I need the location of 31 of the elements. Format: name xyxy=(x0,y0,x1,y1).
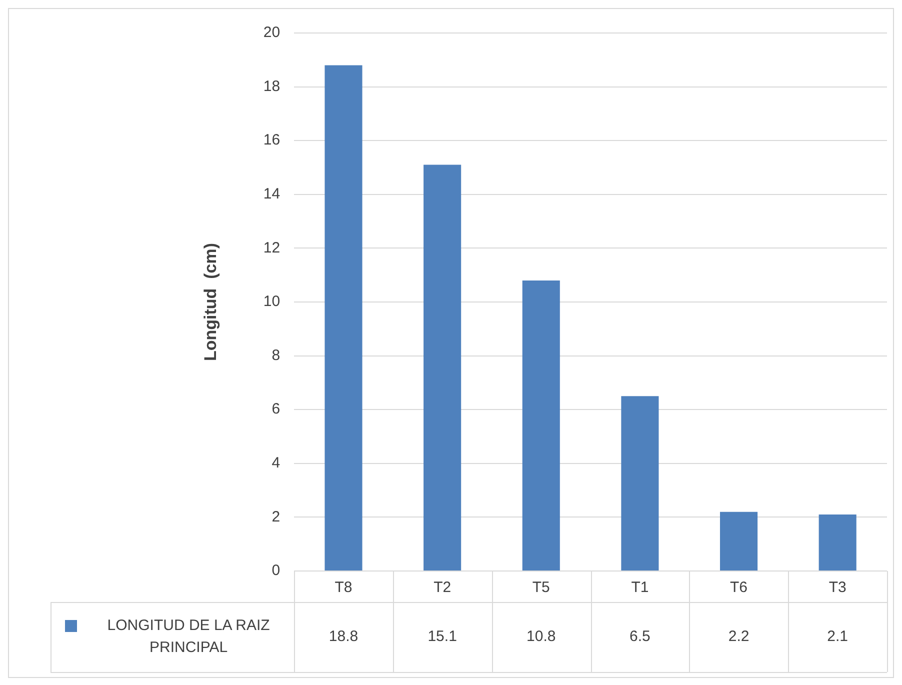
x-tick-label: T6 xyxy=(730,579,748,596)
x-tick-label: T1 xyxy=(631,579,649,596)
bar xyxy=(720,512,758,570)
data-label: 6.5 xyxy=(630,628,650,646)
legend-label: LONGITUD DE LA RAIZ PRINCIPAL xyxy=(107,617,270,656)
y-tick-label: 6 xyxy=(272,400,280,418)
y-tick-label: 8 xyxy=(272,346,280,364)
data-label: 15.1 xyxy=(428,628,457,646)
data-label: 18.8 xyxy=(328,628,358,646)
y-tick-label: 18 xyxy=(263,78,280,95)
y-tick-label: 2 xyxy=(272,508,280,526)
x-tick-label: T2 xyxy=(434,579,452,596)
x-tick-label: T8 xyxy=(334,579,352,596)
bar xyxy=(324,65,362,570)
y-tick-label: 4 xyxy=(272,454,280,472)
y-tick-label: 10 xyxy=(263,293,280,310)
y-tick-label: 12 xyxy=(263,239,280,256)
y-tick-label: 0 xyxy=(272,562,280,580)
data-label: 2.2 xyxy=(728,628,750,646)
bar xyxy=(818,514,856,570)
y-axis-title: Longitud (cm) xyxy=(200,242,220,362)
data-label: 2.1 xyxy=(827,628,848,646)
bar xyxy=(621,396,659,570)
y-tick-label: 16 xyxy=(263,132,280,149)
x-tick-label: T5 xyxy=(532,579,550,596)
x-tick-label: T3 xyxy=(828,579,846,596)
bar xyxy=(522,280,560,570)
y-tick-label: 14 xyxy=(263,186,280,203)
y-tick-label: 20 xyxy=(263,24,280,42)
data-label: 10.8 xyxy=(526,628,556,646)
bar xyxy=(424,164,462,570)
